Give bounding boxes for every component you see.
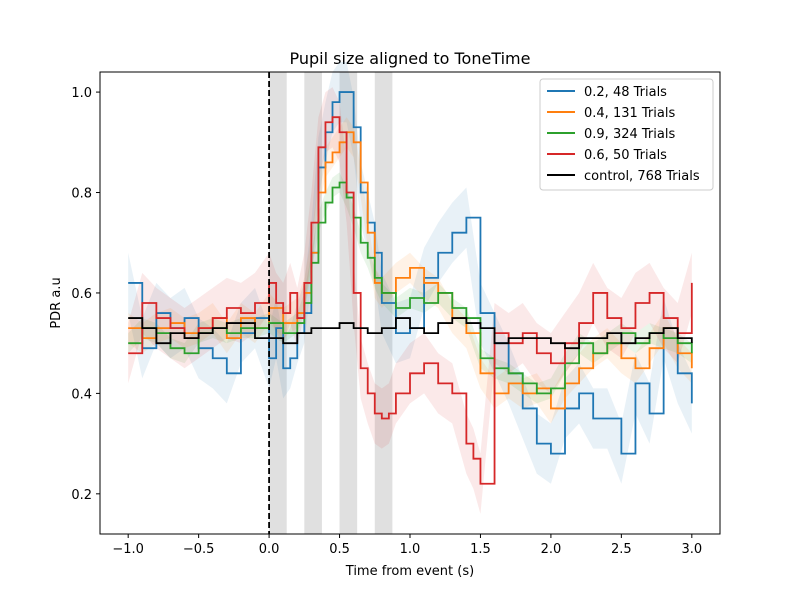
x-tick-label: −0.5: [183, 542, 215, 557]
legend: 0.2, 48 Trials 0.4, 131 Trials 0.9, 324 Tr…: [539, 78, 714, 191]
series-lines: [128, 91, 693, 485]
y-axis-label: PDR a.u: [49, 277, 64, 328]
x-tick-label: 1.5: [470, 542, 491, 557]
y-tick-label: 0.2: [71, 488, 92, 503]
x-axis-ticks: −1.0 −0.5 0.0 0.5 1.0 1.5 2.0 2.5 3.0: [112, 534, 702, 557]
series-line-2: [128, 181, 693, 395]
x-tick-label: 2.5: [611, 542, 632, 557]
chart-title: Pupil size aligned to ToneTime: [290, 49, 531, 68]
x-tick-label: 3.0: [681, 542, 702, 557]
x-axis-label: Time from event (s): [345, 564, 474, 579]
series-line-3: [128, 116, 693, 485]
x-tick-label: 0.5: [329, 542, 350, 557]
legend-label: 0.4, 131 Trials: [584, 106, 675, 121]
y-axis-ticks: 0.2 0.4 0.6 0.8 1.0: [71, 86, 100, 503]
error-band-3: [128, 87, 692, 514]
x-tick-label: 0.0: [259, 542, 280, 557]
x-tick-label: 1.0: [400, 542, 421, 557]
y-tick-label: 0.8: [71, 187, 92, 202]
y-tick-label: 0.4: [71, 387, 92, 402]
legend-box: [539, 78, 714, 191]
series-line-4: [128, 317, 693, 350]
error-band-2: [128, 172, 692, 404]
shaded-span-2: [339, 72, 358, 534]
y-tick-label: 0.6: [71, 287, 92, 302]
legend-label: 0.9, 324 Trials: [584, 127, 675, 142]
legend-label: 0.2, 48 Trials: [584, 85, 667, 100]
y-tick-label: 1.0: [71, 86, 92, 101]
legend-label: 0.6, 50 Trials: [584, 148, 667, 163]
x-tick-label: −1.0: [112, 542, 144, 557]
x-tick-label: 2.0: [541, 542, 562, 557]
legend-label: control, 768 Trials: [584, 169, 700, 184]
